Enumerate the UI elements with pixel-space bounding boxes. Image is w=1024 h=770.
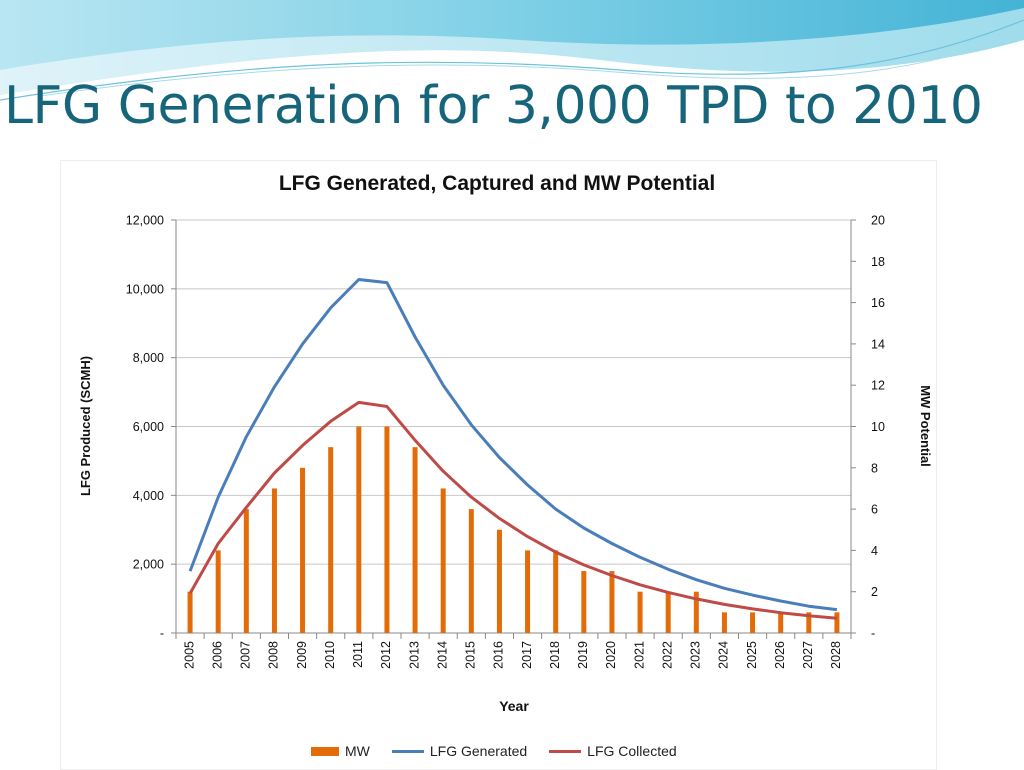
mw-bar (721, 612, 727, 633)
header-wave-decoration (0, 0, 1024, 101)
y-axis-title: LFG Produced (SCMH) (78, 356, 93, 496)
mw-bar (496, 529, 502, 633)
mw-bar (693, 591, 699, 633)
x-axis-title: Year (499, 698, 529, 714)
mw-bar (778, 612, 784, 633)
mw-bar (356, 426, 362, 633)
mw-bar (440, 488, 446, 633)
x-tick-label: 2027 (801, 641, 815, 669)
mw-bar (609, 571, 615, 633)
x-tick-label: 2028 (829, 641, 843, 669)
slide-title: LFG Generation for 3,000 TPD to 2010 (4, 76, 983, 136)
mw-bar (187, 591, 193, 633)
mw-bar (271, 488, 277, 633)
y2-tick-label: 14 (871, 337, 885, 351)
legend-label-mw: MW (345, 743, 370, 759)
x-tick-label: 2019 (576, 641, 590, 669)
mw-bar (300, 467, 306, 633)
x-tick-label: 2014 (435, 641, 449, 669)
lfg-collected-line (188, 400, 838, 620)
chart-card: LFG Generated, Captured and MW Potential… (60, 160, 937, 770)
y-tick-label: 8,000 (133, 351, 164, 365)
mw-bar (750, 612, 756, 633)
y2-tick-label: 10 (871, 420, 885, 434)
x-tick-label: 2007 (239, 641, 253, 669)
y2-tick-label: 20 (871, 214, 885, 228)
x-tick-label: 2024 (717, 641, 731, 669)
x-tick-label: 2016 (492, 641, 506, 669)
mw-bar (328, 447, 334, 633)
y2-tick-label: 8 (871, 461, 878, 475)
y2-tick-label: 16 (871, 296, 885, 310)
mw-bar (637, 591, 643, 633)
y2-tick-label: - (871, 627, 875, 641)
y2-tick-label: 2 (871, 585, 878, 599)
x-tick-label: 2006 (210, 641, 224, 669)
x-tick-label: 2011 (351, 641, 365, 668)
mw-bar (581, 571, 587, 633)
x-tick-label: 2026 (773, 641, 787, 669)
legend-item-collected: LFG Collected (549, 743, 677, 759)
legend-swatch-generated (391, 749, 424, 753)
y-tick-label: 2,000 (133, 558, 164, 572)
y2-tick-label: 12 (871, 379, 885, 393)
lfg-chart: LFG Generated, Captured and MW Potential… (78, 172, 933, 714)
mw-bar (806, 612, 812, 633)
legend-item-generated: LFG Generated (391, 743, 528, 759)
mw-bar (525, 550, 531, 633)
x-tick-label: 2012 (379, 641, 393, 669)
x-tick-label: 2005 (182, 641, 196, 669)
y2-axis-title: MW Potential (918, 385, 933, 467)
chart-legend: MW LFG Generated LFG Collected (311, 741, 699, 761)
y-tick-label: - (160, 627, 164, 641)
mw-bar (665, 591, 671, 633)
y-tick-label: 4,000 (133, 489, 164, 503)
x-tick-label: 2022 (660, 641, 674, 669)
mw-bar (243, 509, 249, 633)
mw-bar (834, 612, 840, 633)
legend-label-collected: LFG Collected (587, 743, 677, 759)
y-tick-label: 6,000 (133, 420, 164, 434)
mw-bar (384, 426, 390, 633)
mw-bar (412, 447, 418, 633)
y2-tick-label: 6 (871, 503, 878, 517)
y2-tick-label: 18 (871, 255, 885, 269)
mw-bar (215, 550, 221, 633)
x-tick-label: 2020 (604, 641, 618, 669)
lfg-generated-line (188, 278, 838, 612)
y-tick-label: 12,000 (126, 214, 164, 228)
mw-bar (553, 550, 559, 633)
x-tick-label: 2010 (323, 641, 337, 669)
x-tick-label: 2013 (407, 641, 421, 669)
y-tick-label: 10,000 (126, 282, 164, 296)
mw-bar (468, 509, 474, 633)
x-tick-label: 2025 (745, 641, 759, 669)
x-tick-label: 2021 (632, 641, 646, 669)
x-tick-label: 2009 (295, 641, 309, 669)
x-tick-label: 2023 (689, 641, 703, 669)
x-tick-label: 2015 (464, 641, 478, 669)
x-tick-label: 2018 (548, 641, 562, 669)
legend-label-generated: LFG Generated (429, 743, 528, 759)
y2-tick-label: 4 (871, 544, 878, 558)
chart-title: LFG Generated, Captured and MW Potential (279, 172, 715, 195)
legend-swatch-mw (311, 746, 339, 756)
x-tick-label: 2008 (267, 641, 281, 669)
x-tick-label: 2017 (520, 641, 534, 669)
legend-item-mw: MW (311, 743, 370, 759)
legend-swatch-collected (549, 749, 582, 753)
